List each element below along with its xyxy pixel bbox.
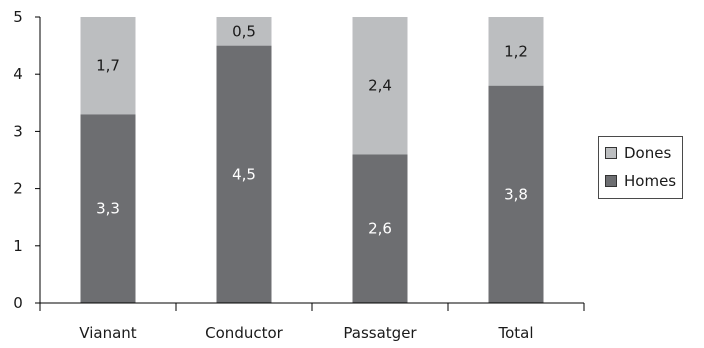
legend-item-homes: Homes xyxy=(605,167,676,195)
data-label-dones-passatger: 2,4 xyxy=(368,77,392,95)
y-tick-label: 4 xyxy=(13,65,23,83)
y-tick-label: 1 xyxy=(13,237,23,255)
bar-dones-passatger xyxy=(352,17,408,155)
legend-swatch-homes xyxy=(605,175,617,187)
x-tick-label-conductor: Conductor xyxy=(205,324,283,342)
legend-label-homes: Homes xyxy=(624,172,677,190)
data-label-homes-vianant: 3,3 xyxy=(96,200,120,218)
y-tick-label: 0 xyxy=(13,294,23,312)
x-tick-label-passatger: Passatger xyxy=(343,324,417,342)
legend-item-dones: Dones xyxy=(605,139,676,167)
bar-homes-passatger xyxy=(352,154,408,303)
bar-dones-conductor xyxy=(216,17,272,46)
x-tick-label-vianant: Vianant xyxy=(79,324,136,342)
y-tick-label: 3 xyxy=(13,122,23,140)
bar-homes-conductor xyxy=(216,45,272,303)
y-tick-label: 2 xyxy=(13,180,23,198)
bar-dones-total xyxy=(488,17,544,86)
data-label-dones-conductor: 0,5 xyxy=(232,22,256,40)
bar-homes-total xyxy=(488,85,544,303)
y-tick-label: 5 xyxy=(13,8,23,26)
legend-swatch-dones xyxy=(605,147,617,159)
bar-homes-vianant xyxy=(80,114,136,304)
data-label-homes-passatger: 2,6 xyxy=(368,220,392,238)
legend: Dones Homes xyxy=(598,136,684,199)
data-label-dones-vianant: 1,7 xyxy=(96,57,120,75)
data-label-homes-conductor: 4,5 xyxy=(232,165,256,183)
data-label-dones-total: 1,2 xyxy=(504,42,528,60)
data-label-homes-total: 3,8 xyxy=(504,185,528,203)
bar-dones-vianant xyxy=(80,17,136,115)
legend-label-dones: Dones xyxy=(624,144,672,162)
x-tick-label-total: Total xyxy=(497,324,533,342)
